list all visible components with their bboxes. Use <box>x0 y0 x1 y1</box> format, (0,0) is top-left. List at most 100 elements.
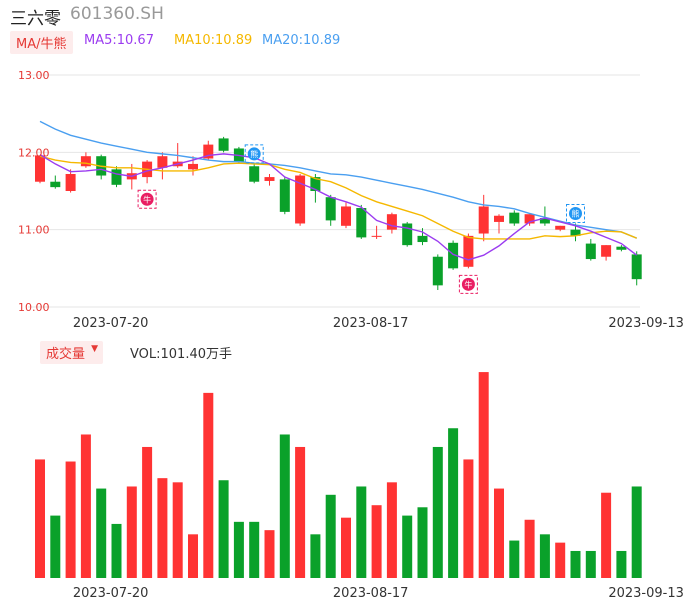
volume-bar <box>555 542 566 578</box>
ma10-label: MA10:10.89 <box>174 33 253 48</box>
volume-date-axis: 2023-07-20 2023-08-17 2023-09-13 <box>73 586 684 601</box>
candle-body <box>509 212 520 224</box>
volume-indicator-tab[interactable]: 成交量 ▼ <box>40 341 104 364</box>
ma5-label: MA5:10.67 <box>84 33 154 48</box>
volume-bar <box>417 507 428 578</box>
volume-bar <box>494 488 504 578</box>
candle-body <box>570 229 581 236</box>
candle-body <box>157 156 168 168</box>
ma5-line <box>39 153 638 261</box>
candle-body <box>539 218 550 224</box>
volume-bar <box>524 519 535 578</box>
bull-marker: 牛 <box>458 274 478 294</box>
candle-body <box>631 254 642 280</box>
volume-bar <box>539 534 550 578</box>
volume-bar <box>570 550 581 578</box>
volume-bar <box>585 550 596 578</box>
volume-bar <box>126 486 137 578</box>
candle-body <box>341 206 351 226</box>
candle-body <box>463 235 474 267</box>
volume-bar <box>249 521 260 578</box>
marker-frame <box>137 189 157 209</box>
candle-body <box>35 155 45 182</box>
price-axis: 13.00 12.00 11.00 10.00 <box>18 69 50 314</box>
volume-bar <box>295 446 306 578</box>
x-tick-label: 2023-09-13 <box>608 316 684 331</box>
dropdown-arrow-icon: ▼ <box>91 344 99 354</box>
volume-bar <box>218 480 229 578</box>
marker-dot <box>247 147 261 161</box>
y-tick-label: 13.00 <box>18 69 50 82</box>
volume-bar <box>616 550 627 578</box>
volume-bar <box>203 392 214 578</box>
volume-bar <box>80 434 91 578</box>
volume-bar <box>448 428 459 578</box>
volume-bar <box>50 515 61 578</box>
volume-bar <box>172 482 183 578</box>
price-date-axis: 2023-07-20 2023-08-17 2023-09-13 <box>73 316 684 331</box>
volume-bar <box>386 482 397 578</box>
volume-bar <box>325 494 336 578</box>
volume-bar <box>432 446 443 578</box>
candle-body <box>203 144 214 159</box>
candle-body <box>371 235 382 237</box>
candle-body <box>601 245 612 257</box>
candle-body <box>386 214 397 230</box>
stock-name: 三六零 <box>10 9 61 29</box>
x-tick-label: 2023-08-17 <box>333 586 409 601</box>
marker-label: 牛 <box>464 279 472 289</box>
volume-bar <box>356 486 367 578</box>
ma10-line <box>39 155 637 240</box>
volume-bar <box>509 540 520 578</box>
candle-body <box>310 177 321 191</box>
candle-body <box>218 138 229 151</box>
volume-bar <box>478 372 489 578</box>
candle-body <box>249 166 260 182</box>
marker-frame <box>566 203 585 223</box>
ma-indicator-tab[interactable]: MA/牛熊 <box>10 31 73 54</box>
candle-body <box>448 242 459 269</box>
candle-body <box>402 223 413 246</box>
candle-body <box>432 256 443 286</box>
marker-label: 熊 <box>250 149 258 159</box>
candle-body <box>264 177 275 181</box>
candle-body <box>616 246 627 250</box>
marker-label: 熊 <box>572 208 580 218</box>
volume-bar <box>35 459 45 578</box>
candle-body <box>279 179 290 212</box>
candle-body <box>50 181 61 188</box>
volume-bar <box>142 446 153 578</box>
volume-bar <box>310 534 321 578</box>
marker-dot <box>569 206 582 220</box>
volume-bar <box>264 530 275 578</box>
y-tick-label: 11.00 <box>18 224 50 237</box>
candle-body <box>80 156 91 167</box>
volume-bar <box>279 434 290 578</box>
volume-bar <box>111 523 122 578</box>
candle-body <box>356 208 367 238</box>
candle-body <box>494 215 504 222</box>
volume-bar <box>463 459 474 578</box>
volume-bar <box>96 488 107 578</box>
volume-bars-layer <box>35 372 642 578</box>
marker-frame <box>458 274 478 294</box>
volume-bar <box>341 517 351 578</box>
bull-marker: 牛 <box>137 189 157 209</box>
volume-bar <box>631 486 642 578</box>
x-tick-label: 2023-09-13 <box>608 586 684 601</box>
candle-body <box>111 169 122 185</box>
moving-averages-layer <box>39 120 638 261</box>
volume-bar <box>371 505 382 578</box>
candle-body <box>188 163 198 170</box>
candle-body <box>417 235 428 243</box>
marker-dot <box>140 192 154 206</box>
x-tick-label: 2023-07-20 <box>73 586 149 601</box>
marker-label: 牛 <box>143 194 151 204</box>
candle-body <box>478 206 489 234</box>
marker-dot <box>461 277 475 291</box>
candles-layer <box>35 136 642 290</box>
ma20-line <box>39 120 637 239</box>
y-tick-label: 10.00 <box>18 301 50 314</box>
volume-bar <box>188 534 198 578</box>
